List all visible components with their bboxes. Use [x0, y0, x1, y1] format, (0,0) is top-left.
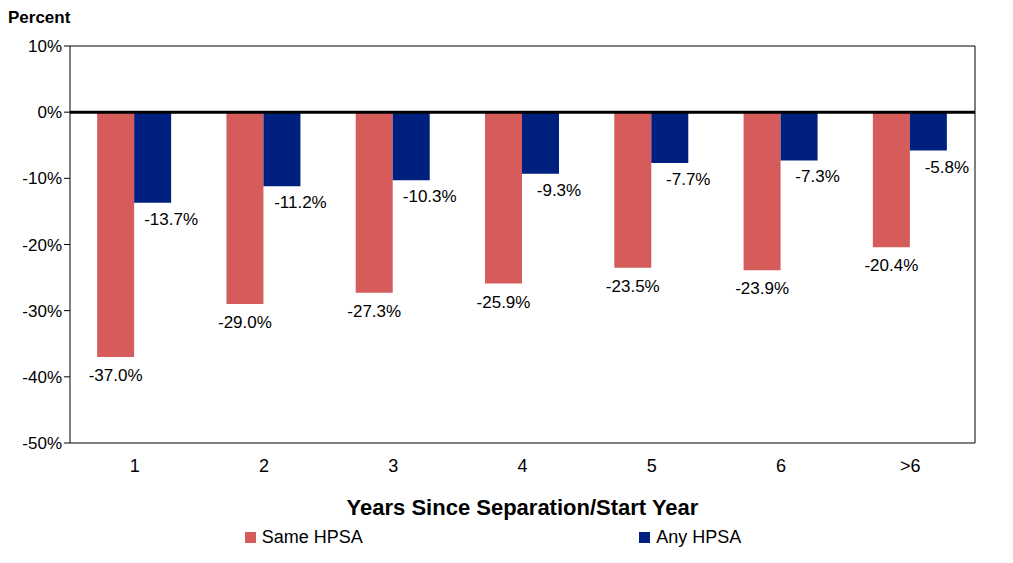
svg-text:2: 2: [259, 456, 269, 476]
svg-text:10%: 10%: [28, 37, 62, 56]
svg-text:-10.3%: -10.3%: [403, 187, 457, 206]
svg-text:-50%: -50%: [22, 434, 62, 453]
svg-text:-23.9%: -23.9%: [735, 279, 789, 298]
svg-text:1: 1: [130, 456, 140, 476]
svg-text:5: 5: [647, 456, 657, 476]
svg-text:-20%: -20%: [22, 236, 62, 255]
svg-text:6: 6: [776, 456, 786, 476]
svg-text:3: 3: [388, 456, 398, 476]
svg-text:-11.2%: -11.2%: [274, 193, 327, 212]
svg-text:-23.5%: -23.5%: [606, 277, 660, 296]
svg-text:-40%: -40%: [22, 368, 62, 387]
html-text:Same HPSA: Same HPSA: [261, 527, 363, 547]
svg-text:0%: 0%: [37, 103, 62, 122]
svg-text:>6: >6: [900, 456, 921, 476]
svg-text:-29.0%: -29.0%: [218, 313, 272, 332]
svg-text:-5.8%: -5.8%: [925, 158, 969, 177]
svg-text:-7.7%: -7.7%: [666, 170, 710, 189]
html-text:Percent: Percent: [8, 8, 71, 27]
svg-text:-30%: -30%: [22, 302, 62, 321]
svg-text:-27.3%: -27.3%: [347, 302, 401, 321]
svg-text:-25.9%: -25.9%: [477, 293, 531, 312]
svg-text:-9.3%: -9.3%: [537, 181, 581, 200]
svg-text:Years Since Separation/Start Y: Years Since Separation/Start Year: [347, 495, 699, 520]
svg-text:-37.0%: -37.0%: [89, 366, 143, 385]
svg-text:-10%: -10%: [22, 169, 62, 188]
svg-text:4: 4: [517, 456, 527, 476]
html-text:Any HPSA: Any HPSA: [656, 527, 742, 547]
svg-text:-20.4%: -20.4%: [864, 256, 918, 275]
svg-text:-7.3%: -7.3%: [795, 167, 839, 186]
svg-text:-13.7%: -13.7%: [144, 210, 198, 229]
